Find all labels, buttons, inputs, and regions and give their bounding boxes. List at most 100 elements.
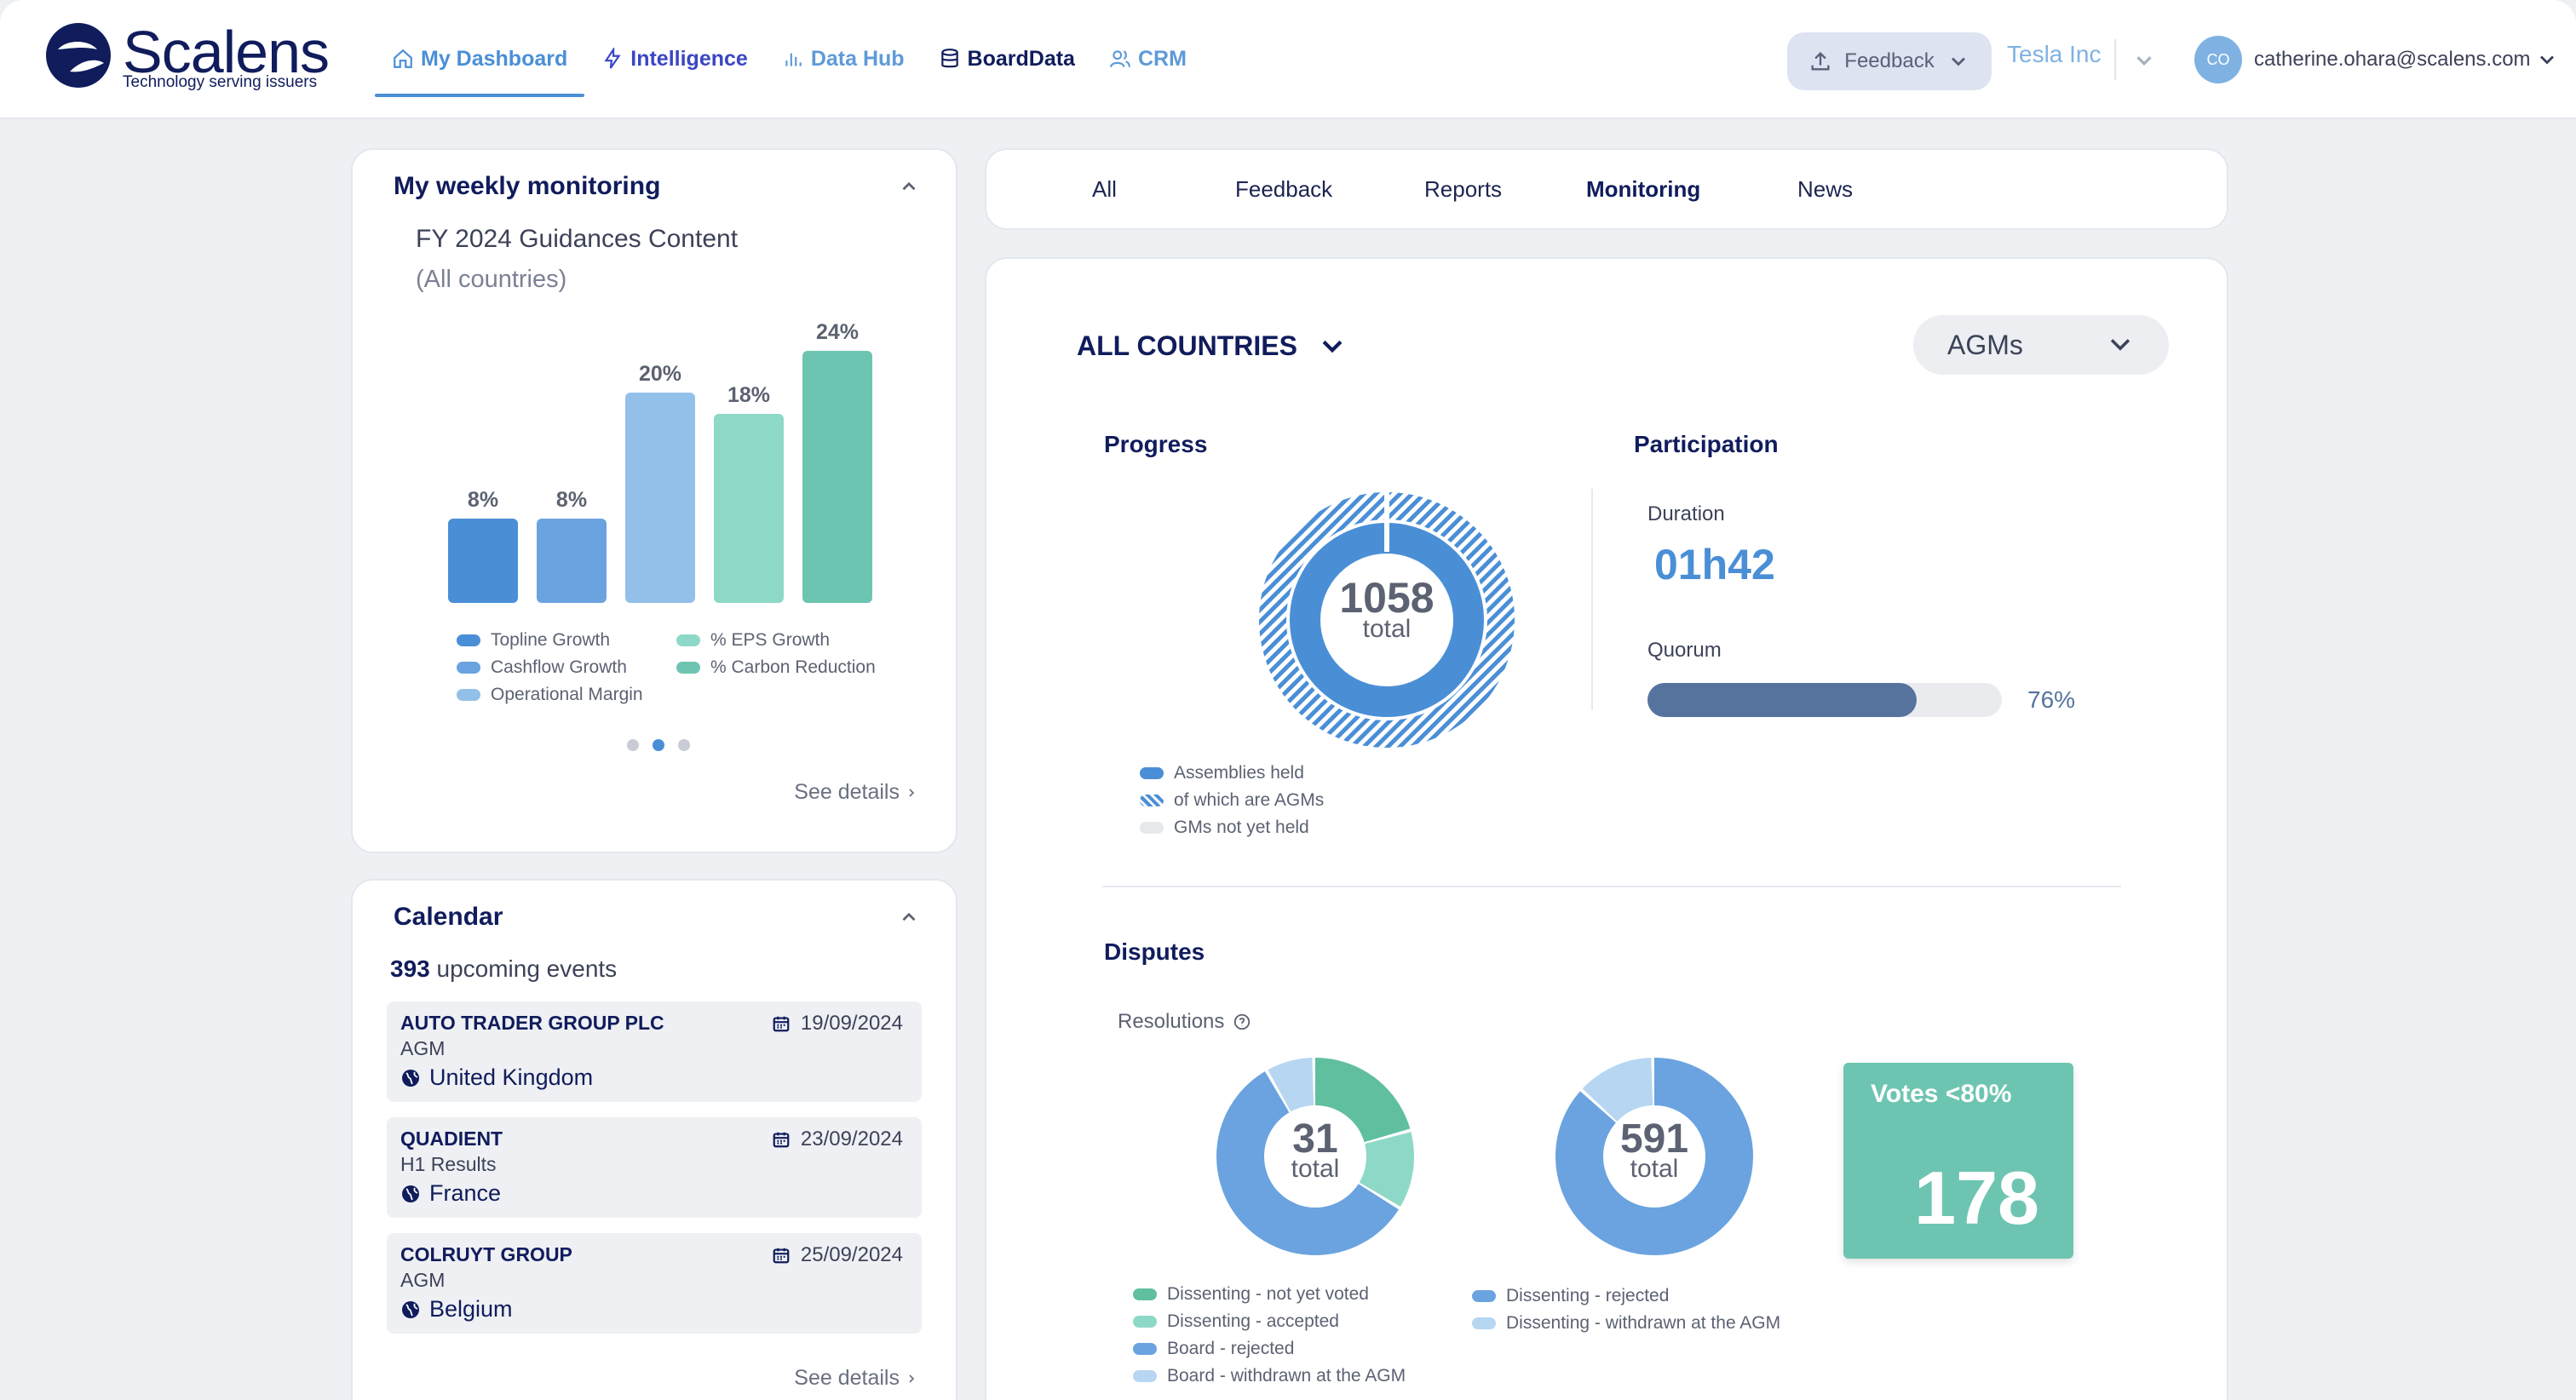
event-company: COLRUYT GROUP <box>400 1243 572 1265</box>
collapse-chevron-up-icon[interactable] <box>898 175 920 198</box>
chevron-down-icon <box>1951 57 1965 66</box>
top-navigation: Scalens Technology serving issuers My Da… <box>0 0 2576 119</box>
users-icon <box>1110 50 1130 68</box>
dissenting-total-value: 591 <box>1619 1116 1689 1162</box>
user-menu-chevron-down-icon[interactable] <box>2535 48 2559 72</box>
tab-all[interactable]: All <box>1092 175 1117 202</box>
bar-1[interactable] <box>537 519 607 603</box>
country-filter-label: ALL COUNTRIES <box>1077 330 1297 361</box>
event-date: 19/09/2024 <box>772 1012 903 1036</box>
chevron-down-icon <box>2110 339 2130 351</box>
feedback-button[interactable]: Feedback <box>1787 32 1992 90</box>
nav-my-dashboard[interactable]: My Dashboard <box>374 0 585 118</box>
legend-item: Dissenting - withdrawn at the AGM <box>1472 1310 1780 1337</box>
event-date-label: 23/09/2024 <box>800 1127 903 1150</box>
event-country: United Kingdom <box>400 1064 593 1091</box>
legend-label: Dissenting - withdrawn at the AGM <box>1506 1313 1781 1333</box>
nav-boarddata[interactable]: BoardData <box>939 0 1075 118</box>
legend-item: Dissenting - not yet voted <box>1133 1281 1406 1308</box>
calendar-event[interactable]: AUTO TRADER GROUP PLC AGM United Kingdom… <box>387 1001 922 1102</box>
tab-feedback[interactable]: Feedback <box>1235 175 1333 202</box>
tab-news[interactable]: News <box>1797 175 1854 202</box>
votes-label: Votes <80% <box>1871 1080 2012 1108</box>
events-count-suffix: upcoming events <box>436 955 618 982</box>
nav-crm[interactable]: CRM <box>1109 0 1187 118</box>
section-divider <box>1591 489 1593 710</box>
legend-item: Board - withdrawn at the AGM <box>1133 1363 1406 1390</box>
legend-label: % EPS Growth <box>710 630 831 650</box>
country-filter-dropdown[interactable]: ALL COUNTRIES <box>1077 330 1347 362</box>
event-type: AGM <box>400 1037 446 1059</box>
participation-title: Participation <box>1634 431 1779 457</box>
help-circle-icon[interactable] <box>1233 1013 1251 1031</box>
user-avatar[interactable]: CO <box>2194 36 2242 83</box>
legend-item: Topline Growth <box>457 627 643 654</box>
nav-label: Data Hub <box>810 46 905 71</box>
event-date-label: 19/09/2024 <box>800 1012 903 1035</box>
carousel-dots <box>627 739 690 751</box>
calendar-title: Calendar <box>394 903 503 931</box>
legend-swatch <box>1133 1288 1157 1300</box>
collapse-chevron-up-icon[interactable] <box>898 906 920 928</box>
tab-monitoring[interactable]: Monitoring <box>1586 175 1701 202</box>
calendar-icon <box>773 1132 790 1148</box>
bar-value-label: 18% <box>727 383 771 407</box>
chart-subtitle: (All countries) <box>416 266 567 293</box>
dissenting-resolutions-donut <box>1555 1058 1753 1255</box>
bar-0[interactable] <box>448 519 518 603</box>
see-details-link[interactable]: See details <box>794 1366 918 1391</box>
legend-item: % EPS Growth <box>676 627 876 654</box>
board-resolutions-donut <box>1216 1058 1414 1255</box>
progress-legend: Assemblies held of which are AGMs GMs no… <box>1140 760 1324 841</box>
legend-label: Assemblies held <box>1174 763 1304 783</box>
scalens-logo[interactable]: Scalens Technology serving issuers <box>44 19 334 95</box>
calendar-event[interactable]: COLRUYT GROUP AGM Belgium 25/09/2024 <box>387 1233 922 1334</box>
dissenting-donut-legend: Dissenting - rejected Dissenting - withd… <box>1472 1282 1780 1337</box>
votes-below-80-tile[interactable]: Votes <80% 178 <box>1843 1063 2073 1259</box>
event-date: 23/09/2024 <box>772 1127 903 1151</box>
dissenting-segment-0[interactable] <box>1555 1058 1753 1255</box>
board-segment-0[interactable] <box>1216 1058 1414 1255</box>
legend-item: % Carbon Reduction <box>676 654 876 681</box>
event-country: France <box>400 1180 501 1207</box>
legend-item: Cashflow Growth <box>457 654 643 681</box>
legend-label: Topline Growth <box>491 630 611 650</box>
nav-data-hub[interactable]: Data Hub <box>782 0 905 118</box>
globe-icon <box>402 1185 419 1202</box>
legend-swatch <box>1133 1370 1157 1382</box>
legend-label: GMs not yet held <box>1174 818 1309 837</box>
event-country: Belgium <box>400 1296 513 1323</box>
upcoming-events-count: 393 upcoming events <box>390 955 617 983</box>
carousel-dot-active[interactable] <box>653 739 664 751</box>
company-name[interactable]: Tesla Inc <box>2007 41 2102 67</box>
tab-reports[interactable]: Reports <box>1424 175 1503 202</box>
legend-swatch <box>1472 1290 1496 1302</box>
votes-value: 178 <box>1914 1156 2039 1240</box>
feed-tabs: All Feedback Reports Monitoring News <box>985 148 2228 230</box>
bar-2[interactable] <box>625 393 695 603</box>
calendar-card: Calendar 393 upcoming events AUTO TRADER… <box>351 879 957 1400</box>
meeting-type-dropdown[interactable]: AGMs <box>1913 315 2169 375</box>
legend-swatch <box>1472 1317 1496 1329</box>
resolutions-text: Resolutions <box>1118 1010 1225 1033</box>
board-segment-2[interactable] <box>1216 1058 1414 1255</box>
carousel-dot[interactable] <box>627 739 639 751</box>
company-chevron-down-icon[interactable] <box>2131 48 2157 73</box>
see-details-link[interactable]: See details <box>794 780 918 805</box>
bar-4[interactable] <box>802 351 872 603</box>
legend-label: Board - withdrawn at the AGM <box>1167 1366 1406 1386</box>
board-segment-1[interactable] <box>1216 1058 1414 1255</box>
calendar-event[interactable]: QUADIENT H1 Results France 23/09/2024 <box>387 1117 922 1218</box>
event-type: AGM <box>400 1269 446 1291</box>
user-email[interactable]: catherine.ohara@scalens.com <box>2254 48 2531 71</box>
legend-item: Board - rejected <box>1133 1335 1406 1363</box>
bar-value-label: 20% <box>638 362 682 387</box>
divider <box>2114 39 2116 80</box>
carousel-dot[interactable] <box>678 739 690 751</box>
legend-swatch <box>1140 822 1164 834</box>
bar-3[interactable] <box>714 414 784 603</box>
legend-label: Dissenting - rejected <box>1506 1286 1670 1305</box>
nav-intelligence[interactable]: Intelligence <box>601 0 748 118</box>
legend-label: Dissenting - not yet voted <box>1167 1284 1369 1304</box>
chevron-down-icon <box>1322 340 1343 353</box>
